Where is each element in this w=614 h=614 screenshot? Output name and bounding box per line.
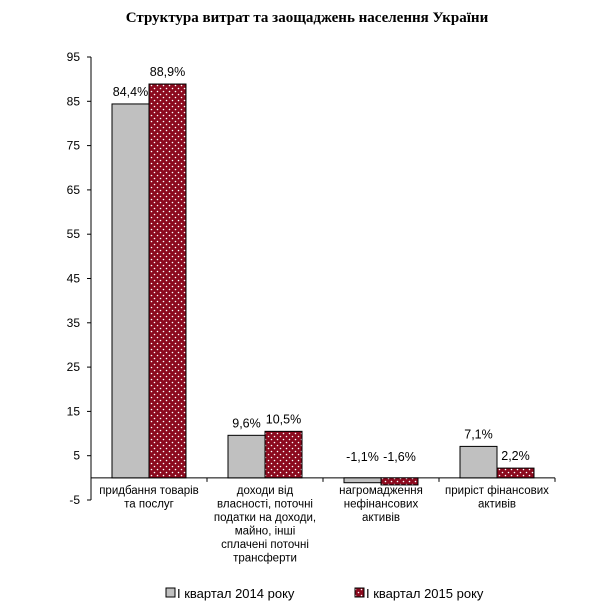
x-category-label: активів: [362, 512, 400, 524]
x-category-label: приріст фінансових: [445, 485, 549, 497]
y-tick-label: -5: [69, 493, 80, 507]
x-category-label: податки на доходи,: [214, 512, 316, 524]
y-tick-label: 55: [67, 227, 81, 241]
bar-series2-cat3: [380, 477, 419, 486]
y-tick-label: 45: [67, 272, 81, 286]
x-category-label: трансферти: [233, 552, 297, 564]
bar-series1-cat4: [459, 445, 498, 479]
bar-series1-cat1: [111, 103, 150, 479]
chart-title: Структура витрат та заощаджень населення…: [126, 10, 489, 26]
y-tick-label: 5: [73, 449, 80, 463]
bar-series2-cat1: [148, 83, 187, 479]
x-category-label: нагромадження: [339, 485, 423, 497]
y-tick-label: 65: [67, 183, 81, 197]
bar-series1-cat3: [343, 477, 382, 484]
y-tick-label: 35: [67, 316, 81, 330]
data-label: 10,5%: [266, 412, 301, 426]
bars-layer: [111, 83, 535, 486]
x-category-label: власності, поточні: [217, 498, 313, 510]
legend-swatch-1: [165, 587, 176, 598]
y-tick-label: 15: [67, 404, 81, 418]
x-category-label: та послуг: [124, 498, 174, 510]
bar-series2-cat2: [264, 430, 303, 479]
y-tick-label: 85: [67, 94, 81, 108]
bar-series1-cat2: [227, 434, 266, 479]
data-label: -1,1%: [346, 450, 379, 464]
legend-swatch-2: [354, 587, 365, 598]
bar-series2-cat4: [496, 467, 535, 479]
legend: І квартал 2014 року І квартал 2015 року: [165, 586, 484, 601]
legend-label-1: І квартал 2014 року: [177, 586, 295, 601]
x-category-label: доходи від: [237, 485, 294, 497]
y-tick-label: 75: [67, 139, 81, 153]
y-tick-label: 25: [67, 360, 81, 374]
x-category-label: активів: [478, 498, 516, 510]
x-category-label: сплачені поточні: [221, 539, 309, 551]
y-tick-label: 95: [67, 50, 81, 64]
x-category-label: придбання товарів: [99, 485, 199, 497]
data-label: 9,6%: [232, 416, 261, 430]
data-label: 2,2%: [501, 449, 530, 463]
x-category-label: нефінансових: [344, 498, 419, 510]
data-label: 84,4%: [113, 85, 148, 99]
data-label: 88,9%: [150, 65, 185, 79]
data-label: -1,6%: [383, 450, 416, 464]
data-label: 7,1%: [464, 427, 493, 441]
legend-label-2: І квартал 2015 року: [366, 586, 484, 601]
x-category-label: майно, інші: [235, 525, 296, 537]
